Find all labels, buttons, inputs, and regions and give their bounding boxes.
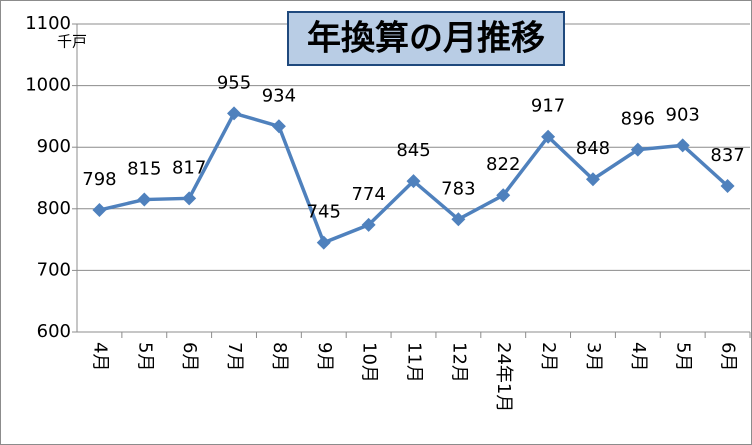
data-label: 934: [262, 85, 296, 106]
y-unit-label: 千戸: [57, 33, 87, 51]
data-marker: [92, 203, 107, 218]
y-tick-label: 1100: [25, 13, 71, 34]
x-tick-label: 12月: [448, 342, 469, 383]
data-marker: [227, 106, 242, 121]
y-tick-label: 1000: [25, 75, 71, 96]
data-marker: [361, 217, 376, 232]
x-tick-label: 5月: [673, 342, 694, 371]
data-marker: [585, 172, 600, 187]
data-marker: [451, 212, 466, 227]
data-label: 848: [576, 138, 610, 159]
data-label: 845: [396, 140, 430, 161]
data-marker: [630, 142, 645, 157]
y-tick-label: 600: [37, 321, 71, 342]
data-label: 822: [486, 154, 520, 175]
x-tick-label: 8月: [269, 342, 290, 371]
data-marker: [541, 129, 556, 144]
plot-area: 600 700 800 900 1000 1100 4月 5月 6月 7月 8月 9月 10月 11月 12…: [25, 13, 751, 412]
data-marker: [406, 174, 421, 189]
data-label: 896: [621, 109, 655, 130]
x-tick-label: 4月: [89, 342, 110, 371]
x-tick-label: 3月: [583, 342, 604, 371]
data-label: 917: [531, 96, 565, 117]
data-label: 837: [710, 145, 744, 166]
chart-title: 年換算の月推移: [307, 19, 545, 59]
x-tick-label: 9月: [314, 342, 335, 371]
y-tick-label: 800: [37, 198, 71, 219]
y-tick-label: 900: [37, 136, 71, 157]
x-tick-label: 2月: [538, 342, 559, 371]
data-marker: [675, 138, 690, 153]
data-label: 817: [172, 157, 206, 178]
data-marker: [496, 188, 511, 203]
data-marker: [182, 191, 197, 206]
data-marker: [720, 179, 735, 194]
x-tick-label: 11月: [404, 342, 425, 383]
data-marker: [137, 192, 152, 207]
x-tick-label: 10月: [359, 342, 380, 383]
data-label: 955: [217, 72, 251, 93]
x-tick-label: 4月: [628, 342, 649, 371]
y-tick-label: 700: [37, 259, 71, 280]
x-tick-label: 7月: [224, 342, 245, 371]
title-box: [287, 11, 565, 66]
data-label: 798: [82, 169, 116, 190]
data-label: 745: [307, 202, 341, 223]
x-tick-label: 6月: [179, 342, 200, 371]
data-marker: [316, 235, 331, 250]
data-label: 783: [441, 178, 475, 199]
data-marker: [271, 119, 286, 134]
x-tick-label: 24年1月: [493, 342, 514, 412]
x-tick-label: 5月: [134, 342, 155, 371]
data-label: 903: [666, 104, 700, 125]
x-tick-label: 6月: [718, 342, 739, 371]
data-label: 815: [127, 159, 161, 180]
data-label: 774: [351, 184, 385, 205]
